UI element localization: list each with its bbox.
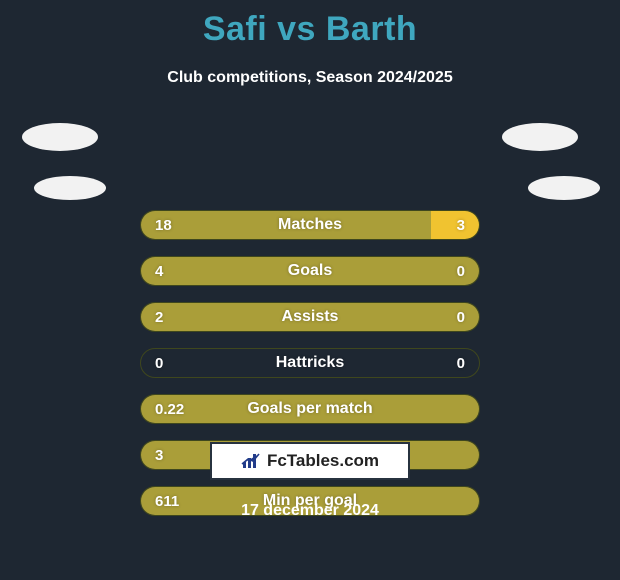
stat-row: Goals40 <box>140 256 480 286</box>
stat-value-left: 2 <box>155 303 163 331</box>
stat-fill-left <box>141 303 479 331</box>
bar-chart-icon <box>241 452 261 470</box>
stat-row: Hattricks0 0 <box>140 348 480 378</box>
stat-value-right: 0 <box>457 349 465 377</box>
team-badge-placeholder <box>502 123 578 151</box>
page-title: Safi vs Barth <box>0 0 620 49</box>
subtitle: Club competitions, Season 2024/2025 <box>0 69 620 87</box>
stat-fill-left <box>141 257 479 285</box>
attribution-badge: FcTables.com <box>210 442 410 480</box>
stat-fill-left <box>141 395 479 423</box>
stat-value-left: 3 <box>155 441 163 469</box>
date-text: 17 december 2024 <box>0 502 620 520</box>
team-badge-placeholder <box>528 176 600 200</box>
stat-value-left: 18 <box>155 211 172 239</box>
stat-value-left: 0 <box>155 349 163 377</box>
stat-value-left: 0.22 <box>155 395 184 423</box>
stat-value-right: 0 <box>457 303 465 331</box>
team-badge-placeholder <box>34 176 106 200</box>
attribution-text: FcTables.com <box>267 451 379 471</box>
stat-fill-left <box>141 211 431 239</box>
stat-value-right: 0 <box>457 257 465 285</box>
stat-fill-right <box>431 211 479 239</box>
stat-row: Matches183 <box>140 210 480 240</box>
team-badge-placeholder <box>22 123 98 151</box>
stat-row: Goals per match0.22 <box>140 394 480 424</box>
stat-label: Hattricks <box>141 349 479 377</box>
stat-value-right: 3 <box>457 211 465 239</box>
stat-row: Assists20 <box>140 302 480 332</box>
stat-value-left: 4 <box>155 257 163 285</box>
